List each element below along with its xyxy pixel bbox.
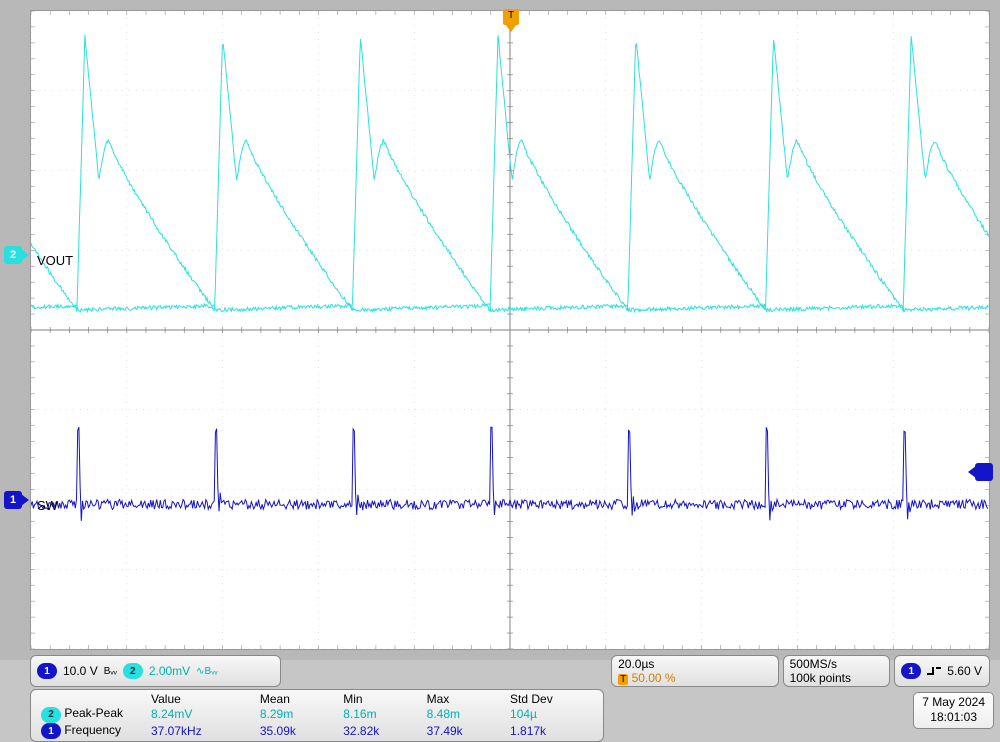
trigger-position-marker[interactable]: T bbox=[503, 9, 519, 25]
ch2-zero-marker[interactable]: 2 bbox=[4, 246, 22, 264]
ch2-chip: 2 bbox=[123, 663, 143, 679]
ch1-zero-marker[interactable]: 1 bbox=[4, 491, 22, 509]
trigger-level-marker[interactable] bbox=[975, 463, 993, 481]
timestamp-time: 18:01:03 bbox=[922, 710, 985, 726]
trigger-source-chip: 1 bbox=[901, 663, 921, 679]
ch2-bw-icon: ∿Bᵥᵥ bbox=[196, 666, 217, 677]
measurements-table: ValueMeanMinMaxStd Dev 2 Peak-Peak8.24mV… bbox=[35, 692, 599, 739]
record-length: 100k points bbox=[790, 671, 851, 685]
trigger-level: 5.60 V bbox=[947, 664, 982, 678]
ch2-scale-value: 2.00mV bbox=[149, 664, 190, 678]
readout-panels: 1 10.0 V Bᵥᵥ 2 2.00mV ∿Bᵥᵥ 20.0µs T 50.0… bbox=[30, 655, 990, 742]
waveform-plot[interactable]: T VOUT SW bbox=[30, 10, 990, 650]
time-per-div: 20.0µs bbox=[618, 657, 654, 671]
waveform-svg bbox=[31, 11, 989, 649]
trigger-panel[interactable]: 1 5.60 V bbox=[894, 655, 990, 687]
ch1-scale-value: 10.0 V bbox=[63, 664, 98, 678]
measurements-panel[interactable]: ValueMeanMinMaxStd Dev 2 Peak-Peak8.24mV… bbox=[30, 689, 604, 742]
ch1-chip: 1 bbox=[37, 663, 57, 679]
ch1-bw-icon: Bᵥᵥ bbox=[104, 666, 117, 677]
table-row: 2 Peak-Peak8.24mV8.29m8.16m8.48m104µ bbox=[35, 706, 599, 723]
rising-edge-icon bbox=[927, 664, 941, 678]
timebase-panel[interactable]: 20.0µs T 50.00 % bbox=[611, 655, 778, 687]
ch1-label: SW bbox=[37, 498, 58, 513]
acquisition-panel[interactable]: 500MS/s 100k points bbox=[783, 655, 891, 687]
left-margin: 2 1 bbox=[0, 0, 30, 660]
sample-rate: 500MS/s bbox=[790, 657, 837, 671]
timestamp-box: 7 May 2024 18:01:03 bbox=[913, 692, 994, 729]
table-row: 1 Frequency37.07kHz35.09k32.82k37.49k1.8… bbox=[35, 723, 599, 740]
timestamp-date: 7 May 2024 bbox=[922, 695, 985, 711]
ch2-label: VOUT bbox=[37, 253, 73, 268]
trigger-position-readout: T 50.00 % bbox=[618, 671, 676, 685]
ch1-scale-panel[interactable]: 1 10.0 V Bᵥᵥ 2 2.00mV ∿Bᵥᵥ bbox=[30, 655, 281, 687]
scope-frame: 2 1 T VOUT SW bbox=[0, 0, 1000, 660]
